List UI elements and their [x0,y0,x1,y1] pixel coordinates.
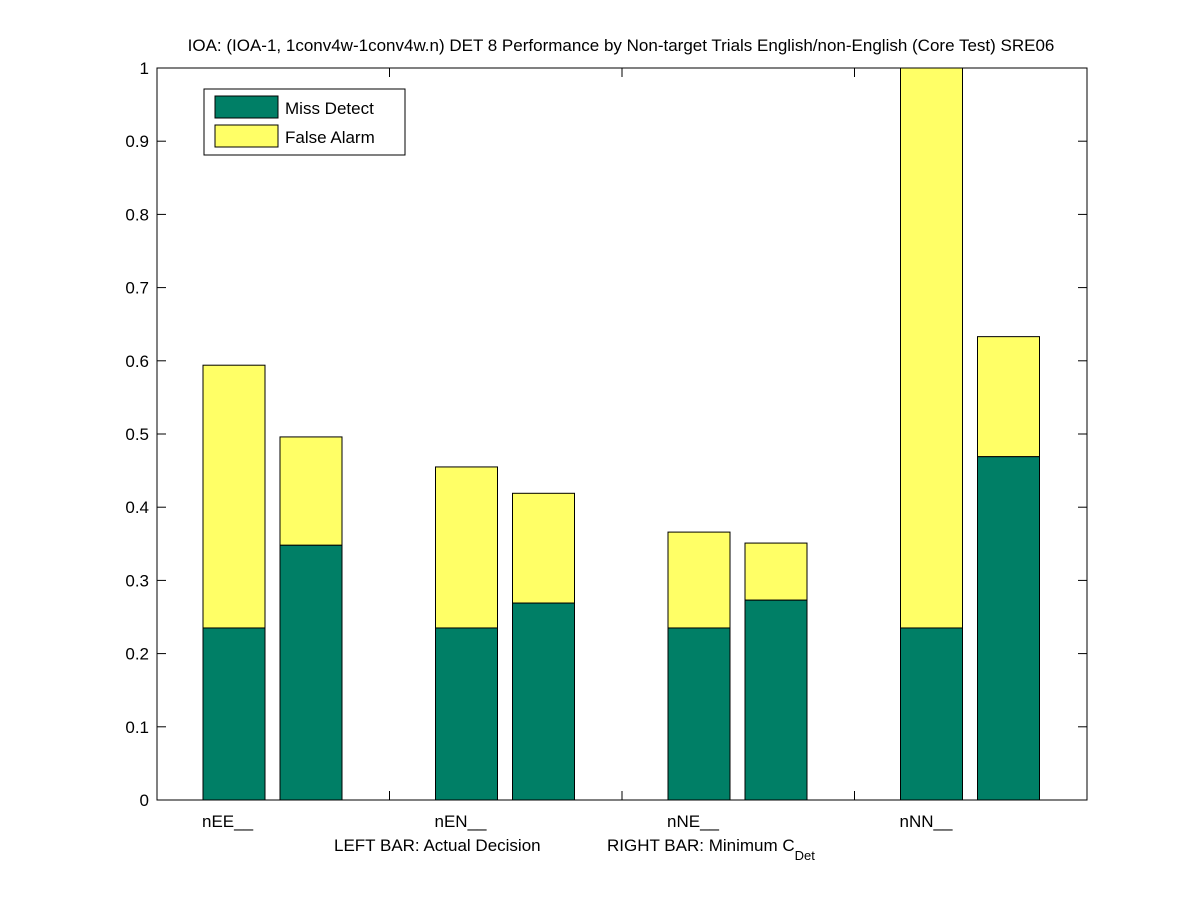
x-axis-label-right-subscript: Det [795,848,816,863]
bar-false-alarm-actual-decision-nNE [667,531,731,629]
legend: Miss Detect False Alarm [203,88,406,156]
y-tick-label: 0.7 [125,279,149,298]
bar-miss-detect-minimum-cdet-nEE [279,544,343,801]
bar-false-alarm-minimum-cdet-nEN [512,492,575,604]
bar-false-alarm-actual-decision-nNN [900,67,963,629]
x-tick-label: nNE__ [667,812,720,831]
bar-miss-detect-actual-decision-nNE [667,627,731,801]
x-axis-label-left: LEFT BAR: Actual Decision [334,836,541,855]
bar-false-alarm-minimum-cdet-nNN [977,336,1040,458]
y-tick-label: 0.8 [125,205,149,224]
bar-false-alarm-minimum-cdet-nEE [279,436,343,546]
y-tick-label: 0.1 [125,718,149,737]
y-tick-label: 0.2 [125,645,149,664]
y-axis: 0 0.1 0.2 0.3 0.4 0.5 0.6 0.7 0.8 0.9 1 [125,59,1087,810]
x-tick-label: nEN__ [435,812,488,831]
y-tick-label: 1 [140,59,149,78]
bar-miss-detect-minimum-cdet-nEN [512,602,575,801]
bar-miss-detect-actual-decision-nNN [900,627,963,801]
x-axis-label-right-main: RIGHT BAR: Minimum C [607,836,795,855]
y-tick-label: 0.4 [125,498,149,517]
bar-miss-detect-minimum-cdet-nNE [744,599,808,801]
y-tick-label: 0.3 [125,571,149,590]
chart-title: IOA: (IOA-1, 1conv4w-1conv4w.n) DET 8 Pe… [188,36,1055,55]
legend-swatch-miss-detect [214,95,279,119]
axes-frame [156,67,1088,801]
bar-miss-detect-minimum-cdet-nNN [977,456,1040,801]
bar-miss-detect-actual-decision-nEN [435,627,498,801]
y-tick-label: 0.9 [125,132,149,151]
legend-label-miss-detect: Miss Detect [285,99,374,118]
bar-false-alarm-actual-decision-nEN [435,466,498,629]
legend-swatch-false-alarm [214,124,279,148]
x-tick-label: nNN__ [900,812,953,831]
y-tick-label: 0 [140,791,149,810]
x-axis-label-right: RIGHT BAR: Minimum CDet [607,836,815,863]
y-tick-label: 0.6 [125,352,149,371]
x-tick-label: nEE__ [202,812,254,831]
bar-miss-detect-actual-decision-nEE [202,627,266,801]
bar-false-alarm-actual-decision-nEE [202,364,266,629]
y-tick-label: 0.5 [125,425,149,444]
bar-false-alarm-minimum-cdet-nNE [744,542,808,601]
bars [202,67,1040,801]
x-axis: nEE__ nEN__ nNE__ nNN__ [202,68,953,831]
legend-label-false-alarm: False Alarm [285,128,375,147]
